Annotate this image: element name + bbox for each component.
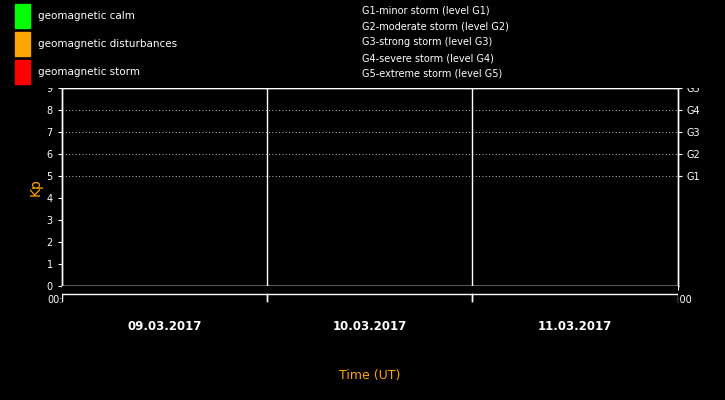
Text: G2-moderate storm (level G2): G2-moderate storm (level G2) bbox=[362, 21, 510, 31]
Text: 10.03.2017: 10.03.2017 bbox=[333, 320, 407, 334]
Text: G3-strong storm (level G3): G3-strong storm (level G3) bbox=[362, 37, 493, 47]
FancyBboxPatch shape bbox=[14, 32, 30, 56]
Text: Time (UT): Time (UT) bbox=[339, 370, 400, 382]
Text: G4-severe storm (level G4): G4-severe storm (level G4) bbox=[362, 53, 494, 63]
Text: geomagnetic disturbances: geomagnetic disturbances bbox=[38, 39, 177, 49]
FancyBboxPatch shape bbox=[14, 60, 30, 84]
Text: geomagnetic storm: geomagnetic storm bbox=[38, 67, 140, 77]
Text: G1-minor storm (level G1): G1-minor storm (level G1) bbox=[362, 6, 490, 16]
FancyBboxPatch shape bbox=[14, 4, 30, 28]
Text: G5-extreme storm (level G5): G5-extreme storm (level G5) bbox=[362, 69, 502, 79]
Text: geomagnetic calm: geomagnetic calm bbox=[38, 11, 135, 21]
Text: 11.03.2017: 11.03.2017 bbox=[538, 320, 613, 334]
Text: 09.03.2017: 09.03.2017 bbox=[127, 320, 202, 334]
Y-axis label: Kp: Kp bbox=[28, 178, 42, 196]
